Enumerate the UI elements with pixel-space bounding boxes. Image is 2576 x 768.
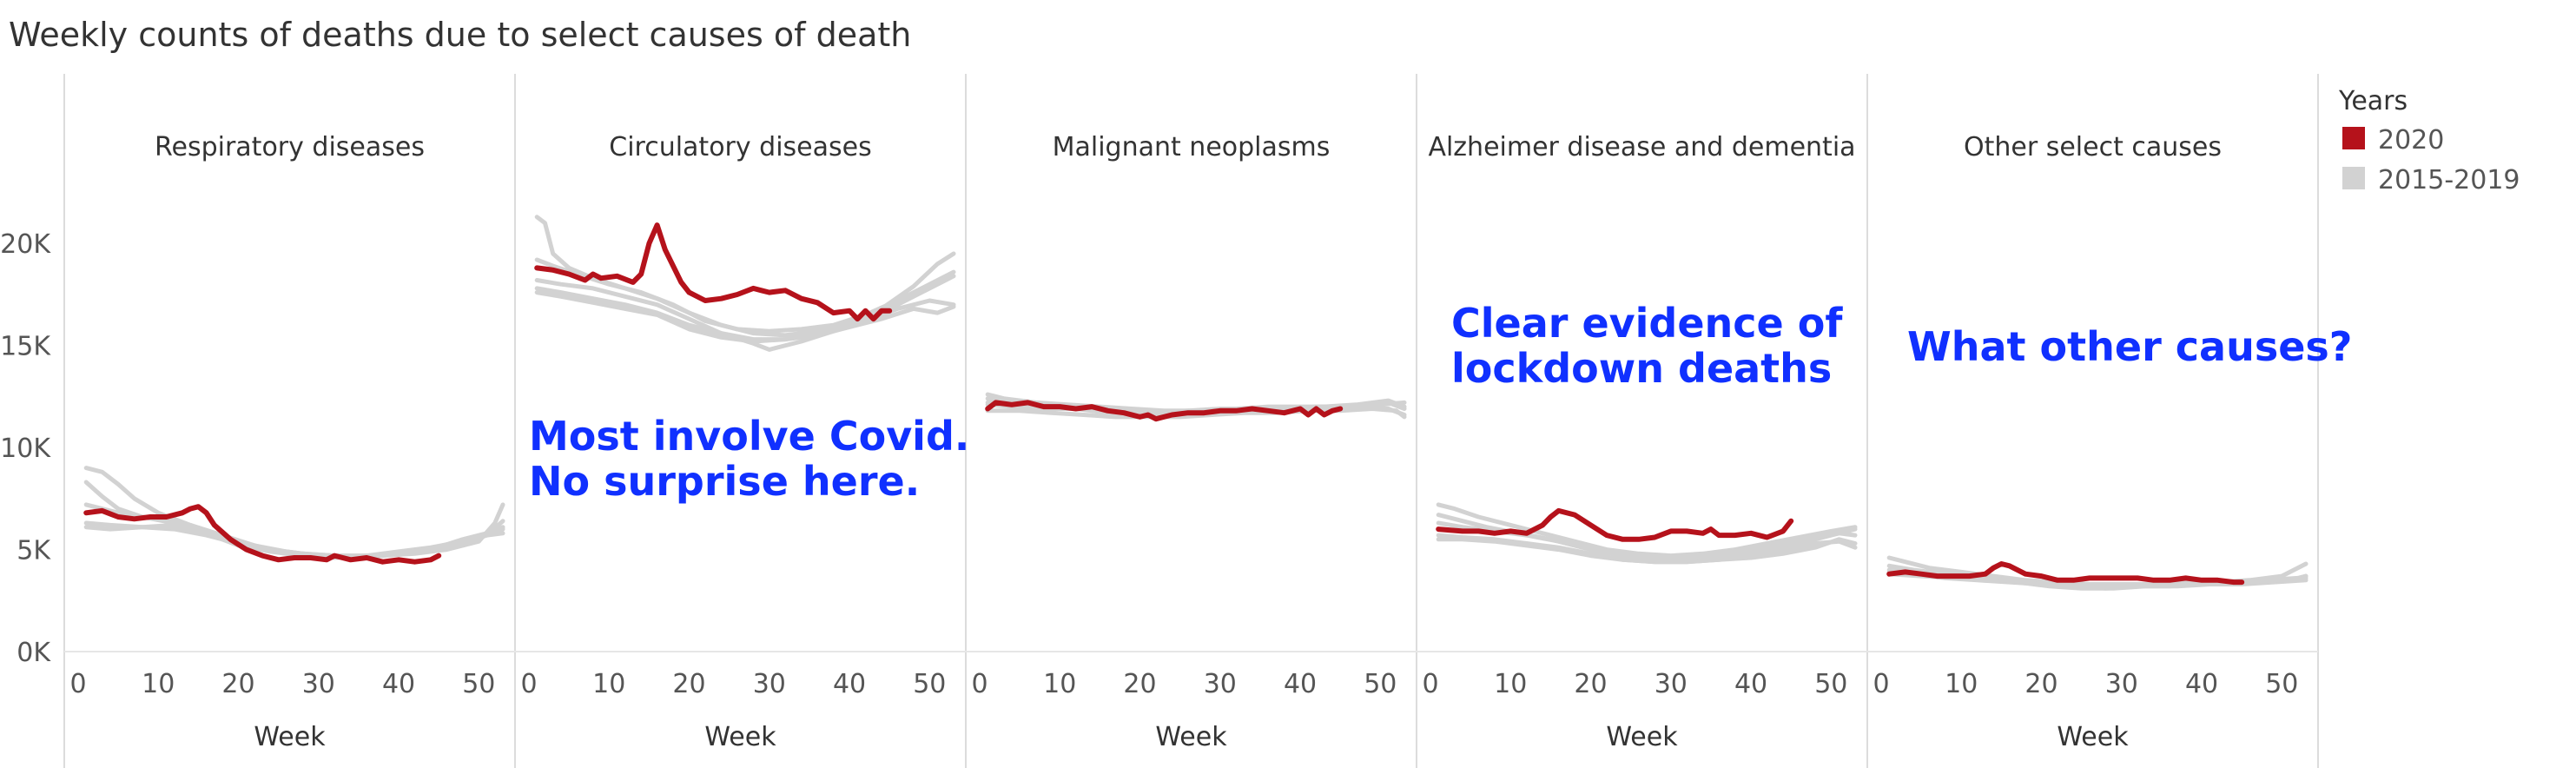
x-tick-label: 50 xyxy=(913,669,946,699)
x-axis-title: Week xyxy=(2057,722,2129,752)
legend-swatch xyxy=(2342,127,2365,149)
x-tick-label: 50 xyxy=(2265,669,2298,699)
panel-2: Malignant neoplasms 0 10 20 30 40 50 Week xyxy=(971,132,1407,752)
y-tick-label: 20K xyxy=(0,229,51,260)
x-tick-label: 40 xyxy=(1284,669,1317,699)
series-2015-2019-line xyxy=(1886,569,2308,589)
x-axis-title: Week xyxy=(704,722,776,752)
x-tick-label: 30 xyxy=(302,669,335,699)
series-2015-2019-line xyxy=(1436,537,1858,565)
series-2015-2019-line xyxy=(1436,502,1858,559)
x-tick-label: 20 xyxy=(2024,669,2057,699)
x-tick-label: 30 xyxy=(1655,669,1688,699)
chart-title: Weekly counts of deaths due to select ca… xyxy=(9,16,912,54)
legend: Years 2020 2015-2019 xyxy=(2338,86,2520,195)
x-tick-label: 0 xyxy=(971,669,987,699)
panel-title: Other select causes xyxy=(1964,132,2222,162)
x-tick-label: 10 xyxy=(1494,669,1527,699)
y-tick-label: 15K xyxy=(0,332,51,362)
x-axis-title: Week xyxy=(254,722,326,752)
y-tick-label: 0K xyxy=(17,638,51,668)
x-tick-label: 40 xyxy=(833,669,866,699)
x-tick-label: 50 xyxy=(462,669,495,699)
x-tick-label: 0 xyxy=(1873,669,1889,699)
series-2015-2019-line xyxy=(985,407,1407,420)
annotation-text: Clear evidence of xyxy=(1451,300,1843,347)
legend-title: Years xyxy=(2338,86,2408,116)
legend-swatch xyxy=(2342,167,2365,189)
x-tick-label: 20 xyxy=(221,669,254,699)
x-tick-label: 0 xyxy=(1422,669,1438,699)
panel-title: Malignant neoplasms xyxy=(1053,132,1331,162)
x-tick-label: 20 xyxy=(672,669,705,699)
annotation-text: What other causes? xyxy=(1907,323,2352,370)
x-axis-title: Week xyxy=(1155,722,1227,752)
x-tick-label: 40 xyxy=(2185,669,2218,699)
x-tick-label: 40 xyxy=(1734,669,1767,699)
panel-0: Respiratory diseases 0 10 20 30 40 50 Week xyxy=(69,132,505,752)
panel-title: Circulatory diseases xyxy=(609,132,872,162)
x-tick-label: 40 xyxy=(382,669,415,699)
x-tick-label: 10 xyxy=(1945,669,1978,699)
panel-title: Alzheimer disease and dementia xyxy=(1428,132,1855,162)
x-tick-label: 20 xyxy=(1574,669,1607,699)
series-2020-line xyxy=(1436,507,1794,542)
x-tick-label: 10 xyxy=(1043,669,1076,699)
panel-4: Other select causes 0 10 20 30 40 50 Week What o… xyxy=(1873,132,2352,752)
x-tick-label: 30 xyxy=(2105,669,2138,699)
series-2020-line xyxy=(83,504,442,565)
x-tick-label: 50 xyxy=(1814,669,1847,699)
legend-label: 2020 xyxy=(2378,125,2444,156)
series-2015-2019-line xyxy=(534,290,956,344)
series-2020-line xyxy=(985,400,1344,422)
series-2020-line xyxy=(1886,561,2245,586)
annotation-text: Most involve Covid. xyxy=(529,413,969,460)
series-2015-2019-line xyxy=(83,522,505,560)
x-tick-label: 20 xyxy=(1123,669,1156,699)
panel-title: Respiratory diseases xyxy=(155,132,425,162)
series-2015-2019-line xyxy=(534,257,956,334)
series-2020-line xyxy=(534,222,893,322)
x-tick-label: 50 xyxy=(1364,669,1397,699)
legend-label: 2015-2019 xyxy=(2378,165,2520,195)
panel-1: Circulatory diseases 0 10 20 30 40 50 Week Most … xyxy=(520,132,969,752)
x-tick-label: 10 xyxy=(142,669,175,699)
x-axis-title: Week xyxy=(1606,722,1678,752)
panel-3: Alzheimer disease and dementia 0 10 20 30 40 5… xyxy=(1422,132,1858,752)
annotation-text: No surprise here. xyxy=(529,458,920,505)
y-tick-label: 10K xyxy=(0,434,51,464)
x-tick-label: 10 xyxy=(592,669,625,699)
annotation-text: lockdown deaths xyxy=(1451,345,1832,392)
y-axis: 0K 5K 10K 15K 20K xyxy=(0,229,51,668)
x-tick-label: 30 xyxy=(753,669,786,699)
x-tick-label: 30 xyxy=(1204,669,1237,699)
x-tick-label: 0 xyxy=(520,669,537,699)
x-tick-label: 0 xyxy=(69,669,86,699)
series-2015-2019-line xyxy=(83,502,505,560)
y-tick-label: 5K xyxy=(17,536,51,566)
